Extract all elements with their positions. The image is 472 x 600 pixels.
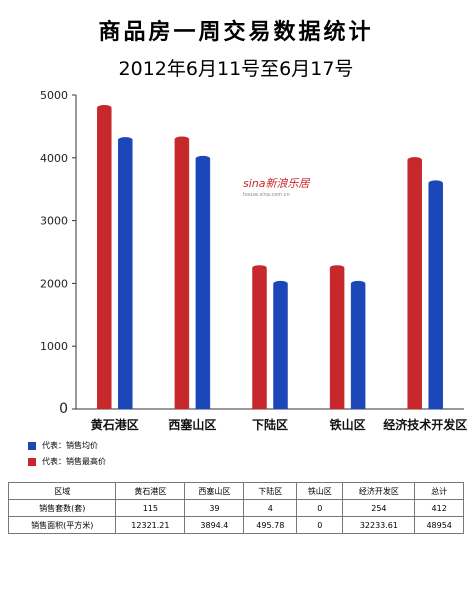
table-header-cell: 总计 (414, 482, 464, 500)
bar (174, 138, 190, 410)
table-cell: 0 (296, 516, 344, 534)
bar (428, 182, 443, 410)
table-cell: 3894.4 (184, 516, 245, 534)
bar (195, 158, 211, 410)
table-row: 销售面积(平方米) 12321.21 3894.4 495.78 0 32233… (7, 516, 464, 534)
bar-chart: 0 1000 2000 3000 4000 5000 黄石港区 西塞山区 下陆区 铁山区 经济技术开… (40, 89, 467, 432)
table-header-row: 区域 黄石港区 西塞山区 下陆区 铁山区 经济开发区 总计 (7, 482, 464, 500)
bar (252, 267, 267, 410)
table-cell: 412 (414, 499, 464, 517)
table-cell: 115 (115, 499, 186, 517)
table-cell: 32233.61 (342, 516, 416, 534)
chart-title: 商品房一周交易数据统计 (98, 20, 374, 45)
watermark-brand: sina新浪乐居 (243, 177, 310, 190)
bar-cap (351, 280, 366, 286)
table-header-cell: 经济开发区 (342, 482, 416, 500)
bar (350, 283, 366, 410)
table-cell: 254 (342, 499, 416, 517)
stats-table: 区域 黄石港区 西塞山区 下陆区 铁山区 经济开发区 总计 销售套数(套) 11… (7, 482, 464, 534)
legend-item-max: 代表：销售最高价 (28, 456, 106, 467)
x-tick-label: 黄石港区 (91, 417, 139, 432)
watermark-site: house.sina.com.cn (243, 192, 290, 198)
y-tick-label: 1000 (40, 340, 68, 353)
legend-label-avg: 代表：销售均价 (42, 441, 98, 450)
sina-watermark: sina新浪乐居 house.sina.com.cn (243, 175, 310, 198)
bar (273, 283, 288, 410)
bar-cap (407, 157, 422, 163)
table-header-cell: 下陆区 (243, 482, 298, 500)
bar-cap (195, 155, 210, 161)
table-header-cell: 西塞山区 (184, 482, 245, 500)
bar (97, 107, 112, 410)
table-cell: 销售套数(套) (7, 499, 117, 517)
legend-item-avg: 代表：销售均价 (28, 440, 98, 451)
bar-cap (174, 136, 189, 142)
y-tick-label: 3000 (40, 215, 68, 228)
bar-cap (118, 137, 133, 143)
x-tick-label: 西塞山区 (168, 417, 216, 432)
table-header-cell: 铁山区 (296, 482, 344, 500)
table-cell: 4 (243, 499, 298, 517)
bar-cap (273, 280, 288, 286)
y-tick-label: 0 (59, 401, 68, 417)
legend-swatch-avg (28, 441, 36, 450)
bar (118, 139, 133, 410)
bar-cap (330, 265, 345, 271)
y-tick-label: 2000 (40, 277, 68, 290)
table-cell: 销售面积(平方米) (7, 516, 117, 534)
bar-cap (97, 105, 112, 111)
table-cell: 12321.21 (115, 516, 186, 534)
table-cell: 495.78 (243, 516, 298, 534)
table-header-cell: 区域 (7, 482, 117, 500)
table-cell: 48954 (414, 516, 464, 534)
legend-label-max: 代表：销售最高价 (42, 457, 106, 466)
table-cell: 0 (296, 499, 344, 517)
bar (407, 159, 422, 410)
x-tick-label: 经济技术开发区 (383, 417, 467, 432)
chart-subtitle: 2012年6月11号至6月17号 (118, 58, 354, 80)
x-tick-label: 铁山区 (330, 417, 366, 432)
table-cell: 39 (184, 499, 245, 517)
x-tick-label: 下陆区 (252, 417, 288, 432)
legend-swatch-max (28, 457, 36, 466)
bar-cap (252, 265, 267, 271)
table-row: 销售套数(套) 115 39 4 0 254 412 (7, 499, 464, 517)
bar-cap (428, 180, 443, 186)
y-tick-label: 5000 (40, 89, 68, 102)
table-header-cell: 黄石港区 (115, 482, 186, 500)
y-tick-label: 4000 (40, 152, 68, 165)
bar (329, 267, 345, 410)
